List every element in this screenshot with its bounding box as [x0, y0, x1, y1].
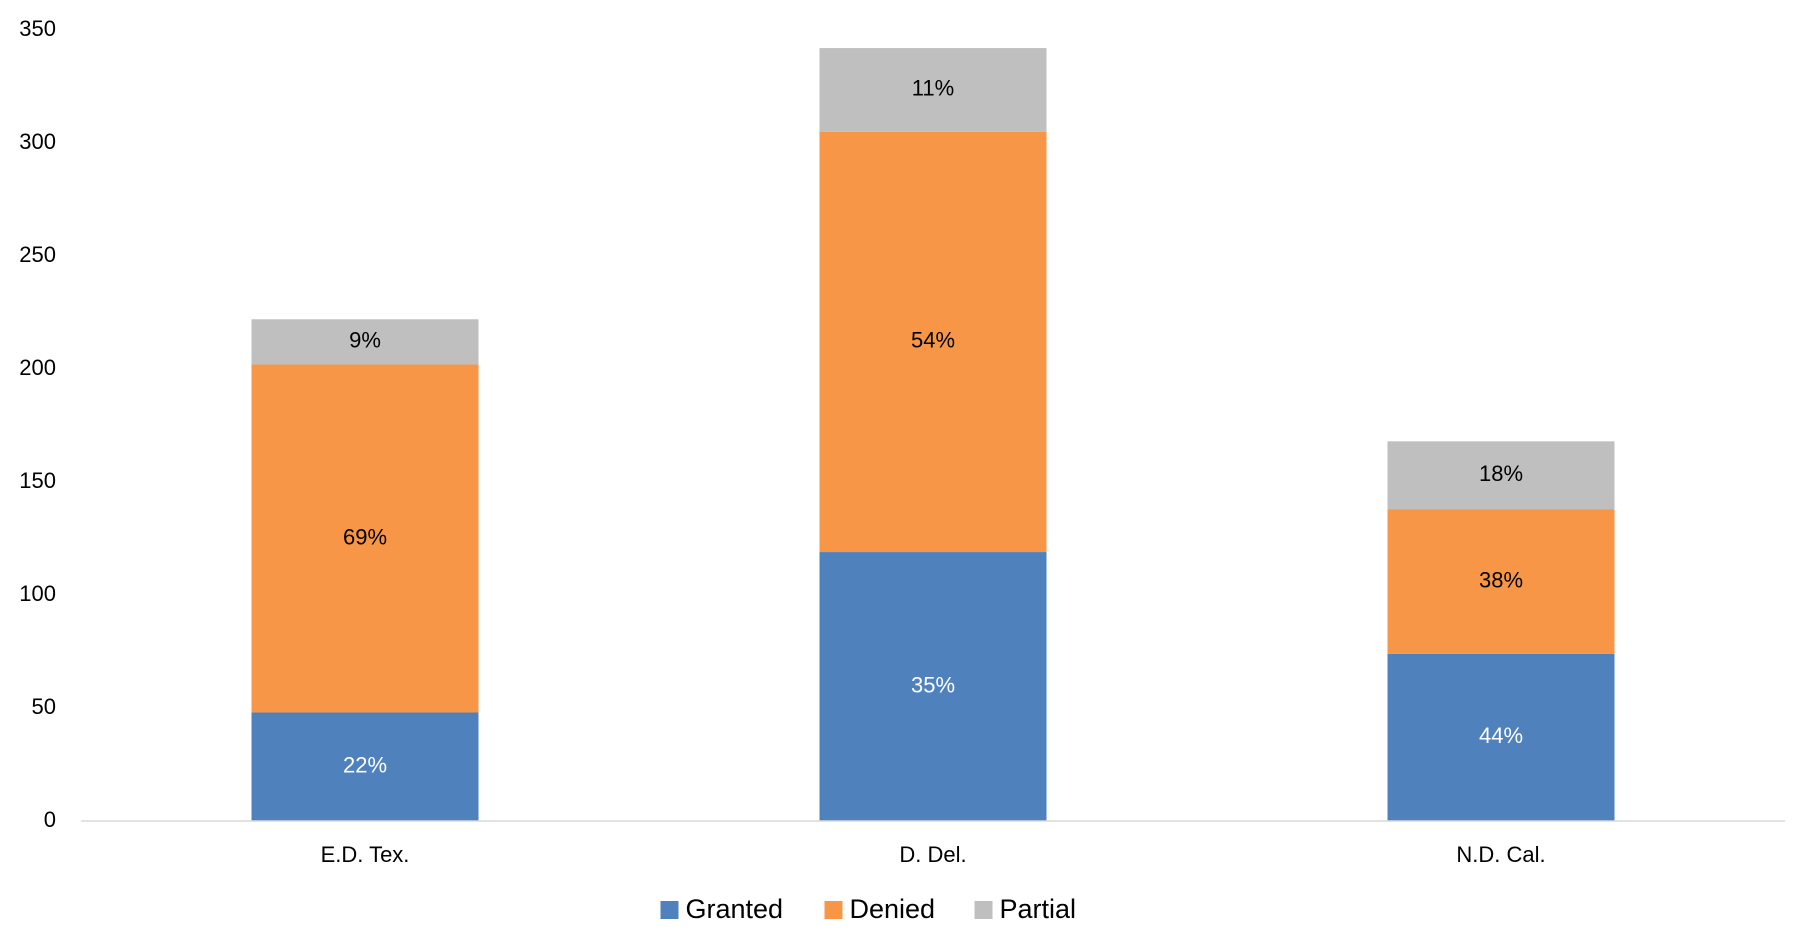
data-label: 54%	[911, 328, 955, 353]
data-label: 11%	[912, 76, 954, 101]
page: 0 50 100 150 200 250 300 350 22% 69% 9% E.D. Tex. 35…	[0, 0, 1799, 943]
legend-label: Granted	[686, 894, 784, 924]
legend-swatch	[661, 901, 679, 919]
chart: 0 50 100 150 200 250 300 350 22% 69% 9% E.D. Tex. 35…	[0, 0, 1799, 943]
x-tick-label: D. Del.	[899, 842, 966, 867]
y-tick-label: 50	[32, 694, 56, 719]
data-label: 22%	[343, 753, 387, 778]
y-tick-label: 250	[19, 242, 56, 267]
y-tick-label: 0	[44, 807, 56, 832]
y-tick-label: 300	[19, 129, 56, 154]
data-label: 69%	[343, 524, 387, 549]
y-tick-label: 100	[19, 581, 56, 606]
data-label: 44%	[1479, 723, 1523, 748]
data-label: 18%	[1479, 461, 1523, 486]
legend-label: Denied	[850, 894, 936, 924]
x-tick-label: N.D. Cal.	[1456, 842, 1545, 867]
legend-swatch	[825, 901, 843, 919]
data-label: 9%	[349, 328, 381, 353]
y-tick-label: 350	[19, 16, 56, 41]
data-label: 35%	[911, 672, 955, 697]
x-tick-label: E.D. Tex.	[321, 842, 410, 867]
legend-label: Partial	[1000, 894, 1077, 924]
data-label: 38%	[1479, 567, 1523, 592]
y-tick-label: 200	[19, 355, 56, 380]
legend-swatch	[975, 901, 993, 919]
y-tick-label: 150	[19, 468, 56, 493]
